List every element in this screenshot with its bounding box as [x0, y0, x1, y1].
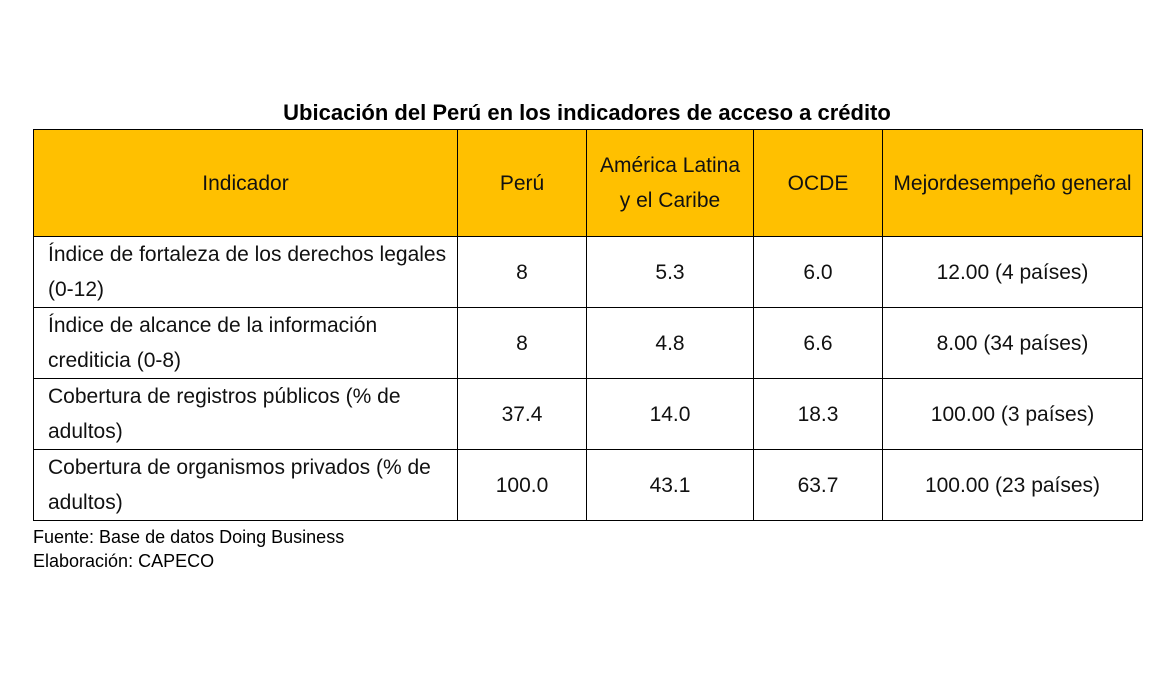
- table-title: Ubicación del Perú en los indicadores de…: [283, 100, 891, 125]
- header-cell: OCDE: [753, 129, 883, 237]
- table-cell: 12.00 (4 países): [882, 236, 1143, 308]
- table-cell: Índice de alcance de la información cred…: [33, 307, 458, 379]
- table-cell: 6.0: [753, 236, 883, 308]
- header-row: Indicador Perú América Latina y el Caribe O…: [33, 129, 1143, 237]
- footer: Fuente: Base de datos Doing Business Elab…: [33, 525, 344, 573]
- table-cell: 4.8: [586, 307, 754, 379]
- table-cell: Cobertura de registros públicos (% de ad…: [33, 378, 458, 450]
- table-cell: 14.0: [586, 378, 754, 450]
- table-cell: Índice de fortaleza de los derechos lega…: [33, 236, 458, 308]
- header-cell: Perú: [457, 129, 587, 237]
- table-cell: 63.7: [753, 449, 883, 521]
- table-cell: 100.0: [457, 449, 587, 521]
- data-table: Indicador Perú América Latina y el Caribe O…: [33, 129, 1143, 521]
- table-row: Cobertura de registros públicos (% de ad…: [33, 378, 1143, 450]
- footer-line: Fuente: Base de datos Doing Business: [33, 527, 345, 547]
- table-cell: 8.00 (34 países): [882, 307, 1143, 379]
- footer-line: Elaboración: CAPECO: [33, 551, 215, 571]
- table-row: Cobertura de organismos privados (% de a…: [33, 449, 1143, 521]
- table-cell: 8: [457, 307, 587, 379]
- header-cell: Mejordesempeño general: [882, 129, 1143, 237]
- table-cell: Cobertura de organismos privados (% de a…: [33, 449, 458, 521]
- table-row: Índice de fortaleza de los derechos lega…: [33, 236, 1143, 308]
- table-cell: 5.3: [586, 236, 754, 308]
- header-cell: Indicador: [33, 129, 458, 237]
- table-cell: 8: [457, 236, 587, 308]
- table-cell: 43.1: [586, 449, 754, 521]
- table-cell: 100.00 (23 países): [882, 449, 1143, 521]
- table-cell: 37.4: [457, 378, 587, 450]
- table-body: Índice de fortaleza de los derechos lega…: [33, 236, 1143, 521]
- table-cell: 100.00 (3 países): [882, 378, 1143, 450]
- table-cell: 18.3: [753, 378, 883, 450]
- table-row: Índice de alcance de la información cred…: [33, 307, 1143, 379]
- header-cell: América Latina y el Caribe: [586, 129, 754, 237]
- table-cell: 6.6: [753, 307, 883, 379]
